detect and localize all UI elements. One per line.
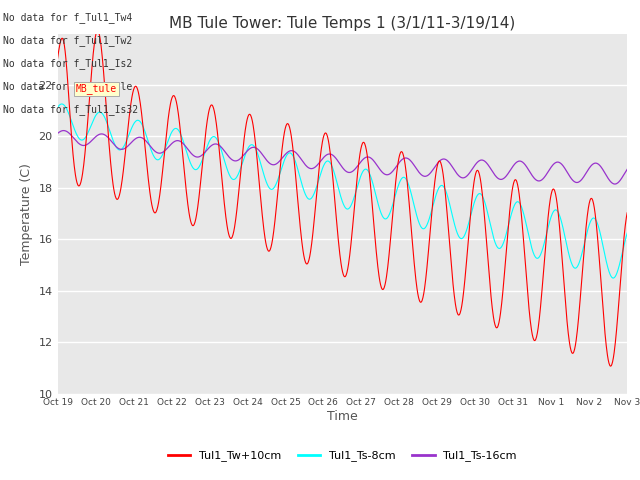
Tul1_Tw+10cm bbox=[167, 99, 175, 105]
Line: Tul1_Tw+10cm: Tul1_Tw+10cm bbox=[58, 31, 627, 366]
Tul1_Ts-16cm bbox=[506, 168, 513, 174]
Legend: Tul1_Tw+10cm, Tul1_Ts-8cm, Tul1_Ts-16cm: Tul1_Tw+10cm, Tul1_Ts-8cm, Tul1_Ts-16cm bbox=[163, 446, 522, 466]
Tul1_Ts-16cm bbox=[54, 131, 61, 136]
X-axis label: Time: Time bbox=[327, 410, 358, 423]
Tul1_Ts-8cm bbox=[556, 214, 564, 219]
Tul1_Ts-8cm bbox=[623, 230, 631, 236]
Tul1_Ts-8cm bbox=[506, 218, 513, 224]
Tul1_Tw+10cm bbox=[244, 113, 252, 119]
Tul1_Ts-16cm bbox=[556, 160, 564, 166]
Tul1_Ts-8cm bbox=[181, 143, 189, 148]
Tul1_Ts-16cm bbox=[623, 167, 631, 172]
Text: MB_tule: MB_tule bbox=[76, 84, 116, 95]
Text: No data for f_Tul1_Is2: No data for f_Tul1_Is2 bbox=[3, 58, 132, 69]
Tul1_Tw+10cm bbox=[607, 363, 614, 369]
Tul1_Ts-8cm bbox=[609, 275, 617, 281]
Tul1_Tw+10cm bbox=[54, 56, 61, 61]
Text: No data for f_uMB_tule: No data for f_uMB_tule bbox=[3, 81, 132, 92]
Tul1_Ts-8cm bbox=[431, 195, 439, 201]
Tul1_Ts-16cm bbox=[60, 128, 67, 133]
Tul1_Ts-16cm bbox=[244, 147, 252, 153]
Title: MB Tule Tower: Tule Temps 1 (3/1/11-3/19/14): MB Tule Tower: Tule Temps 1 (3/1/11-3/19… bbox=[169, 16, 516, 31]
Tul1_Ts-16cm bbox=[181, 143, 189, 148]
Tul1_Ts-8cm bbox=[244, 144, 252, 150]
Tul1_Tw+10cm bbox=[623, 210, 631, 216]
Line: Tul1_Ts-8cm: Tul1_Ts-8cm bbox=[58, 104, 627, 278]
Tul1_Tw+10cm bbox=[506, 209, 513, 215]
Tul1_Ts-16cm bbox=[167, 142, 175, 147]
Y-axis label: Temperature (C): Temperature (C) bbox=[20, 163, 33, 264]
Tul1_Tw+10cm bbox=[181, 172, 189, 178]
Text: No data for f_Tul1_Is32: No data for f_Tul1_Is32 bbox=[3, 104, 138, 115]
Line: Tul1_Ts-16cm: Tul1_Ts-16cm bbox=[58, 131, 627, 184]
Tul1_Ts-8cm bbox=[167, 131, 175, 137]
Tul1_Tw+10cm bbox=[431, 175, 439, 181]
Tul1_Ts-16cm bbox=[611, 181, 619, 187]
Text: No data for f_Tul1_Tw4: No data for f_Tul1_Tw4 bbox=[3, 12, 132, 23]
Text: No data for f_Tul1_Tw2: No data for f_Tul1_Tw2 bbox=[3, 35, 132, 46]
Tul1_Tw+10cm bbox=[556, 228, 564, 234]
Tul1_Ts-8cm bbox=[54, 105, 61, 110]
Tul1_Tw+10cm bbox=[93, 28, 101, 34]
Tul1_Ts-8cm bbox=[58, 101, 65, 107]
Tul1_Ts-16cm bbox=[431, 164, 439, 169]
